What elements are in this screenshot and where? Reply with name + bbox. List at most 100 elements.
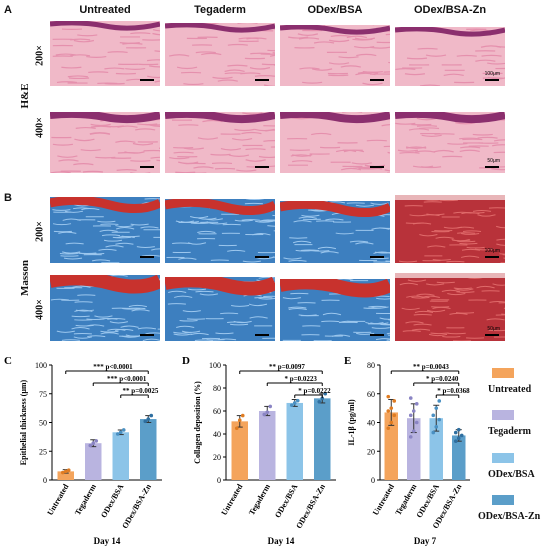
data-point (411, 409, 416, 413)
x-tick-label: Untreated (45, 482, 70, 517)
scale-bar-label: 50μm (487, 158, 500, 164)
scale-bar-label: 100μm (484, 248, 500, 254)
scale-bar (370, 79, 384, 81)
y-tick-label: 80 (367, 361, 375, 370)
chart-epithelial-thickness: C 0 25 50 75 100 Epithelial thickness (μm) Untr… (4, 355, 162, 546)
x-tick-label: Tegaderm (73, 482, 98, 517)
significance-label: *** p<0.0001 (107, 375, 147, 383)
y-tick-label: 25 (39, 447, 47, 456)
data-point (411, 429, 416, 433)
data-point (146, 417, 151, 421)
y-tick-label: 100 (35, 361, 47, 370)
data-point (414, 402, 419, 406)
scale-bar (255, 334, 269, 336)
y-tick-label: 40 (213, 430, 221, 439)
y-tick-label: 50 (39, 419, 47, 428)
column-header-odex-bsa-zn: ODex/BSA-Zn (413, 4, 487, 16)
data-point (66, 468, 71, 473)
panel-letter: E (344, 355, 351, 367)
bar (140, 419, 157, 480)
x-axis-label: Day 7 (414, 536, 437, 546)
data-point (434, 425, 439, 429)
y-axis-label: Epithelial thickness (μm) (19, 379, 28, 465)
x-axis-label: Day 14 (94, 536, 121, 546)
y-tick-label: 80 (213, 384, 221, 393)
he-micrograph (50, 18, 160, 86)
data-point (295, 398, 300, 403)
data-point (143, 419, 148, 424)
data-point (88, 443, 93, 448)
data-point (389, 420, 394, 425)
bar (85, 443, 102, 480)
data-point (408, 413, 413, 418)
legend-swatch (492, 495, 514, 505)
he-micrograph (280, 18, 390, 86)
data-point (434, 406, 439, 410)
bar (452, 435, 466, 480)
y-tick-label: 60 (367, 390, 375, 399)
column-header-untreated: Untreated (79, 4, 131, 16)
panel-a-letter: A (4, 4, 12, 16)
data-point (437, 417, 442, 422)
legend-swatch (492, 368, 514, 378)
masson-micrograph (280, 195, 390, 263)
masson-micrograph (50, 195, 160, 263)
chart-collagen-deposition: D 0 20 40 60 80 100 Collagen deposition (%) Untr… (182, 355, 336, 546)
data-point (240, 413, 245, 418)
row-label-200x: 200× (34, 45, 46, 66)
x-tick-label: Untreated (371, 482, 396, 517)
y-tick-label: 75 (39, 390, 47, 399)
bar (57, 471, 74, 480)
data-point (414, 420, 419, 425)
data-point (234, 426, 239, 431)
data-point (456, 436, 461, 441)
chart-il1b: E 0 20 40 60 80 IL-1β (pg/ml) UntreatedTegaderm… (344, 355, 470, 546)
column-header-tegaderm: Tegaderm (194, 4, 246, 16)
bar (286, 402, 303, 480)
scale-bar-label: 100μm (484, 71, 500, 77)
bar (231, 421, 248, 480)
scale-bar (140, 166, 154, 168)
scale-bar (485, 256, 499, 258)
masson-micrograph (165, 273, 275, 341)
data-point (292, 401, 297, 405)
significance-label: ** p=0.0097 (269, 363, 305, 371)
y-tick-label: 0 (371, 476, 375, 485)
data-point (320, 396, 325, 401)
scale-bar (140, 334, 154, 336)
significance-label: * p=0.0368 (437, 387, 470, 395)
y-tick-label: 0 (43, 476, 47, 485)
y-tick-label: 100 (209, 361, 221, 370)
y-tick-label: 20 (213, 453, 221, 462)
scale-bar (255, 166, 269, 168)
x-tick-label: Untreated (219, 482, 244, 517)
he-micrograph: 50μm (395, 105, 505, 173)
data-point (121, 428, 126, 432)
x-tick-label: ODex/BSA-Zn (120, 482, 153, 530)
data-point (63, 469, 68, 474)
data-point (237, 418, 242, 422)
panel-b-letter: B (4, 192, 12, 204)
bar (259, 411, 276, 480)
legend-swatch (492, 410, 514, 420)
data-point (408, 396, 413, 400)
scale-bar (140, 256, 154, 258)
data-point (453, 430, 458, 435)
data-point (118, 430, 123, 435)
row-label-400x: 400× (34, 117, 46, 138)
row-label-200x-masson: 200× (34, 221, 46, 242)
scale-bar (370, 334, 384, 336)
y-axis-label: Collagen deposition (%) (193, 381, 202, 464)
y-tick-label: 0 (217, 476, 221, 485)
y-tick-label: 60 (213, 407, 221, 416)
masson-micrograph (50, 273, 160, 341)
data-point (386, 394, 391, 399)
x-axis-label: Day 14 (268, 536, 295, 546)
data-point (289, 403, 294, 408)
he-micrograph (50, 105, 160, 173)
data-point (323, 391, 328, 396)
scale-bar (485, 334, 499, 336)
data-point (149, 413, 154, 418)
panel-letter: C (4, 355, 12, 367)
masson-micrograph: 50μm (395, 273, 505, 341)
